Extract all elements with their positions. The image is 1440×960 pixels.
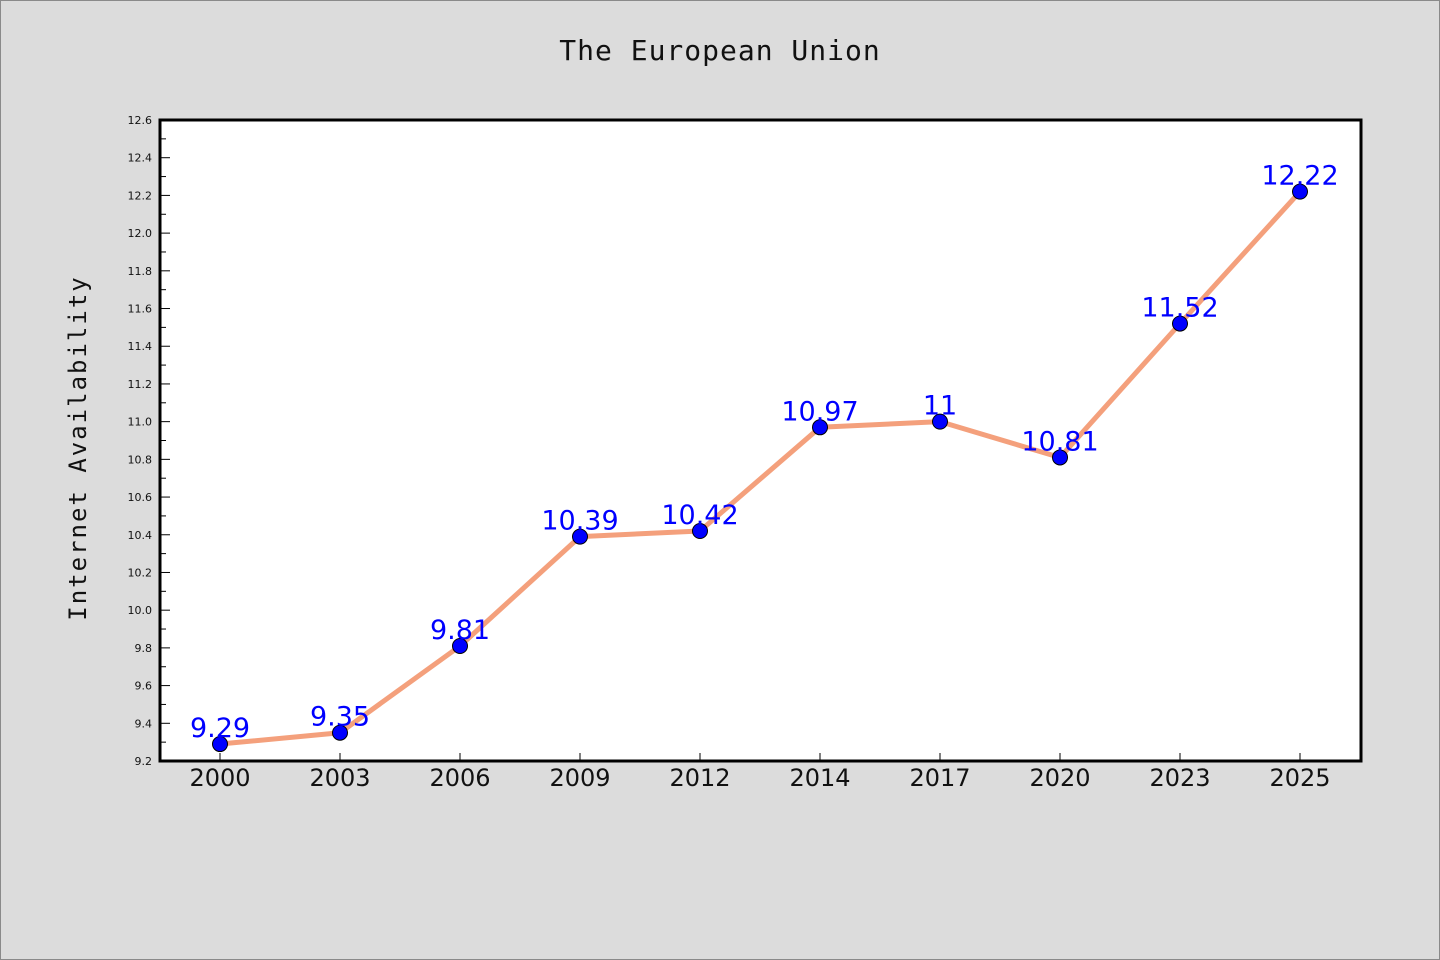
y-tick-label: 11.6: [128, 303, 153, 316]
data-label: 10.42: [661, 500, 738, 531]
data-point: [572, 528, 588, 545]
data-label: 10.81: [1021, 426, 1098, 457]
x-axis: 2000 2003 2006 2009 2012 2014 2017 2020 2023 2025: [189, 753, 1331, 792]
y-axis: 9.2 9.4 9.6 9.8 10.0 10.2 10.4 10.6 10.8 11.0 11.2…: [128, 114, 170, 768]
y-tick-label: 12.4: [128, 152, 153, 165]
data-label: 12.22: [1261, 161, 1338, 192]
y-tick-label: 10.0: [128, 604, 153, 617]
y-tick-label: 12.6: [128, 114, 153, 127]
data-label: 11: [923, 391, 957, 422]
y-tick-label: 9.6: [135, 680, 153, 693]
data-point: [812, 419, 828, 436]
x-tick-label: 2023: [1149, 764, 1210, 792]
data-label: 9.35: [310, 702, 370, 733]
data-point: [212, 736, 228, 753]
y-tick-label: 11.4: [128, 340, 153, 353]
y-tick-label: 9.2: [135, 755, 153, 768]
data-point: [1172, 315, 1188, 332]
data-point: [692, 522, 708, 539]
data-point: [932, 413, 948, 430]
data-label: 11.52: [1141, 293, 1218, 324]
data-label-layer: 9.29 9.35 9.81 10.39 10.42 10.97 11 10.81 11.52 1…: [190, 161, 1339, 744]
y-tick-label: 10.6: [128, 491, 153, 504]
x-tick-label: 2012: [669, 764, 730, 792]
x-tick-label: 2009: [549, 764, 610, 792]
marker-layer: [212, 183, 1308, 753]
data-label: 9.29: [190, 713, 250, 744]
data-point: [1052, 449, 1068, 466]
x-tick-label: 2000: [189, 764, 250, 792]
series-layer: [217, 189, 1303, 747]
y-tick-label: 10.8: [128, 453, 153, 466]
y-tick-label: 10.2: [128, 566, 153, 579]
y-tick-label: 10.4: [128, 529, 153, 542]
data-point: [452, 637, 468, 654]
y-tick-label: 12.0: [128, 227, 153, 240]
x-tick-label: 2020: [1029, 764, 1090, 792]
data-point: [1292, 183, 1308, 200]
chart-title: The European Union: [559, 34, 881, 67]
x-tick-label: 2025: [1269, 764, 1330, 792]
y-tick-label: 9.8: [135, 642, 153, 655]
plot-area: [158, 118, 1363, 763]
y-tick-label: 12.2: [128, 189, 153, 202]
data-label: 10.39: [541, 506, 618, 537]
x-tick-label: 2017: [909, 764, 970, 792]
y-tick-label: 11.2: [128, 378, 153, 391]
y-tick-label: 9.4: [135, 717, 153, 730]
x-tick-label: 2006: [429, 764, 490, 792]
x-tick-label: 2014: [789, 764, 850, 792]
data-point: [332, 724, 348, 741]
y-tick-label: 11.0: [128, 416, 153, 429]
series-line: [217, 189, 1303, 747]
data-label: 9.81: [430, 615, 490, 646]
x-tick-label: 2003: [309, 764, 370, 792]
y-tick-label: 11.8: [128, 265, 153, 278]
data-label: 10.97: [781, 396, 858, 427]
